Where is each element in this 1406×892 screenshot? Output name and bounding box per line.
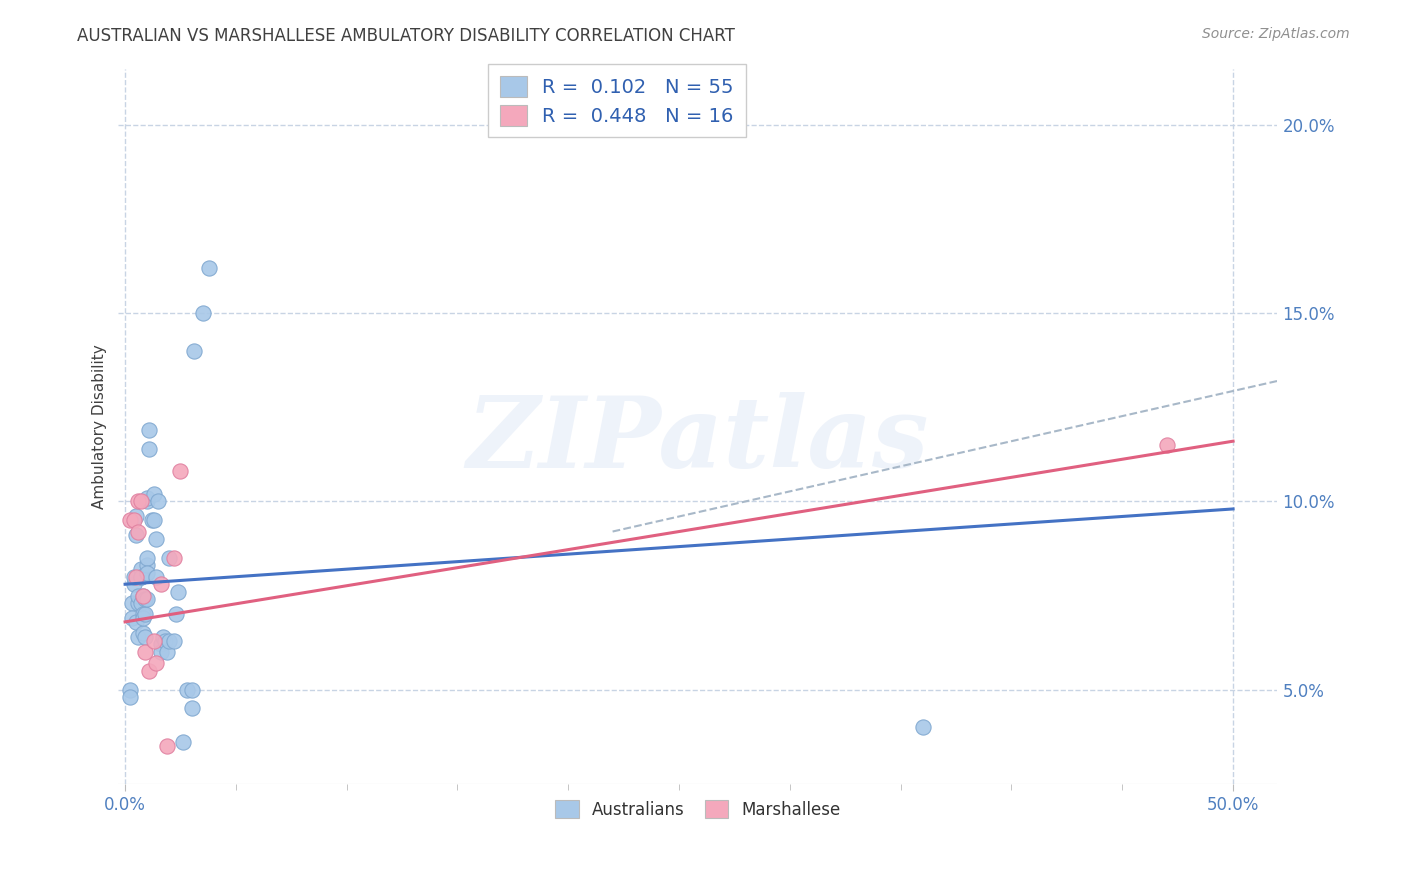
Point <box>138 423 160 437</box>
Point <box>129 562 152 576</box>
Point <box>911 720 934 734</box>
Point <box>125 615 148 629</box>
Point <box>136 550 159 565</box>
Point <box>136 558 159 573</box>
Point <box>149 577 172 591</box>
Point <box>118 690 141 705</box>
Point <box>127 589 149 603</box>
Point <box>125 528 148 542</box>
Point <box>121 611 143 625</box>
Point <box>180 701 202 715</box>
Point <box>125 570 148 584</box>
Point <box>142 633 165 648</box>
Point <box>129 596 152 610</box>
Point <box>118 682 141 697</box>
Point <box>132 607 155 622</box>
Point <box>176 682 198 697</box>
Point <box>122 570 145 584</box>
Point <box>118 513 141 527</box>
Point <box>129 494 152 508</box>
Point <box>169 464 191 478</box>
Point <box>142 487 165 501</box>
Point <box>183 343 205 358</box>
Text: Source: ZipAtlas.com: Source: ZipAtlas.com <box>1202 27 1350 41</box>
Point <box>156 739 179 753</box>
Point <box>121 596 143 610</box>
Point <box>136 491 159 505</box>
Point <box>136 494 159 508</box>
Point <box>172 735 194 749</box>
Text: ZIPatlas: ZIPatlas <box>467 392 929 489</box>
Point <box>198 260 221 275</box>
Point <box>145 657 167 671</box>
Point <box>134 645 156 659</box>
Point <box>127 524 149 539</box>
Point <box>145 532 167 546</box>
Point <box>145 570 167 584</box>
Point <box>191 306 214 320</box>
Point <box>157 550 180 565</box>
Point <box>129 570 152 584</box>
Point <box>152 630 174 644</box>
Point <box>129 570 152 584</box>
Point <box>122 513 145 527</box>
Point <box>163 633 186 648</box>
Point <box>165 607 187 622</box>
Point <box>136 592 159 607</box>
Text: AUSTRALIAN VS MARSHALLESE AMBULATORY DISABILITY CORRELATION CHART: AUSTRALIAN VS MARSHALLESE AMBULATORY DIS… <box>77 27 735 45</box>
Point <box>167 584 190 599</box>
Point <box>134 592 156 607</box>
Point <box>142 513 165 527</box>
Point <box>134 630 156 644</box>
Point <box>134 607 156 622</box>
Point <box>148 494 170 508</box>
Point <box>1156 438 1178 452</box>
Point <box>157 633 180 648</box>
Point <box>153 633 176 648</box>
Point <box>149 637 172 651</box>
Point <box>138 442 160 456</box>
Point <box>149 645 172 659</box>
Point <box>156 645 179 659</box>
Point <box>122 577 145 591</box>
Point <box>132 611 155 625</box>
Point <box>138 664 160 678</box>
Point <box>127 630 149 644</box>
Point <box>132 589 155 603</box>
Point <box>127 494 149 508</box>
Point <box>125 509 148 524</box>
Point <box>141 513 163 527</box>
Point <box>132 626 155 640</box>
Point <box>180 682 202 697</box>
Legend: Australians, Marshallese: Australians, Marshallese <box>548 794 848 825</box>
Y-axis label: Ambulatory Disability: Ambulatory Disability <box>93 343 107 508</box>
Point <box>132 589 155 603</box>
Point <box>163 550 186 565</box>
Point <box>127 596 149 610</box>
Point <box>136 566 159 580</box>
